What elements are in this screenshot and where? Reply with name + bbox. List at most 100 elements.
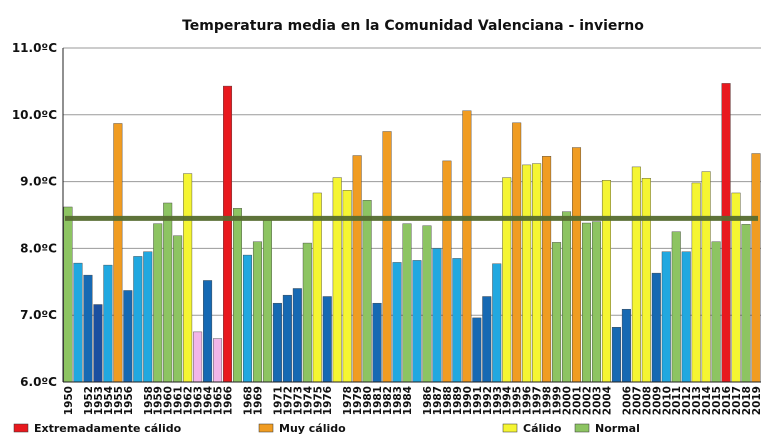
- legend-swatch: [502, 423, 518, 433]
- bars-layer: [63, 83, 761, 383]
- x-tick-label: 2012: [681, 386, 693, 415]
- x-tick-label: 1992: [482, 386, 494, 415]
- bar: [163, 202, 173, 383]
- legend-label: Extremadamente cálido: [34, 422, 182, 435]
- bar: [362, 200, 372, 383]
- x-tick-label: 1999: [552, 386, 564, 415]
- bar: [472, 317, 482, 383]
- x-tick-label: 1975: [312, 386, 324, 415]
- bar: [262, 220, 272, 383]
- x-tick-label: 1990: [462, 386, 474, 415]
- bar: [223, 85, 233, 383]
- x-tick-label: 1966: [223, 386, 235, 415]
- bar: [322, 296, 332, 383]
- x-tick-label: 1961: [173, 386, 185, 415]
- bar: [671, 231, 681, 383]
- bar: [651, 272, 661, 383]
- x-tick-label: 2000: [562, 386, 574, 415]
- bar: [512, 122, 522, 383]
- bar: [482, 296, 492, 383]
- bar: [183, 173, 193, 383]
- bar: [402, 223, 412, 383]
- legend-label: Normal: [595, 422, 640, 435]
- x-tick-label: 1995: [512, 386, 524, 415]
- x-tick-label: 1980: [362, 386, 374, 415]
- bar: [522, 164, 532, 383]
- bar: [63, 206, 73, 383]
- axis-layer: 6.0ºC 7.0ºC 8.0ºC 9.0ºC 10.0ºC 11.0ºC 1950 1952…: [12, 41, 763, 415]
- x-tick-label: 2018: [741, 386, 753, 415]
- legend-label: Muy cálido: [279, 422, 346, 435]
- y-tick-label: 8.0ºC: [20, 241, 57, 255]
- bar: [272, 302, 282, 383]
- legend: Extremadamente cálido Muy cálido Cálido Nor…: [13, 422, 640, 435]
- bar: [302, 242, 312, 383]
- bar: [751, 153, 761, 383]
- bar: [252, 241, 262, 383]
- x-tick-label: 1984: [402, 386, 414, 415]
- x-tick-label: 1976: [322, 386, 334, 415]
- x-tick-label: 2014: [701, 386, 713, 415]
- x-tick-label: 1954: [103, 386, 115, 415]
- x-tick-label: 1979: [352, 386, 364, 415]
- x-tick-label: 2009: [651, 386, 663, 415]
- y-tick-label: 9.0ºC: [20, 175, 57, 189]
- bar: [113, 123, 123, 383]
- x-tick-label: 1988: [442, 386, 454, 415]
- y-tick-label: 11.0ºC: [12, 41, 57, 55]
- bar: [352, 155, 362, 383]
- x-tick-label: 1971: [272, 386, 284, 415]
- y-tick-label: 10.0ºC: [12, 108, 57, 122]
- bar: [721, 83, 731, 383]
- x-tick-label: 1968: [242, 386, 254, 415]
- chart-title: Temperatura media en la Comunidad Valenc…: [182, 18, 644, 34]
- y-tick-label: 6.0ºC: [20, 375, 57, 389]
- bar: [711, 241, 721, 383]
- bar: [582, 222, 591, 383]
- x-tick-label: 1987: [432, 386, 444, 415]
- x-tick-label: 1983: [392, 386, 404, 415]
- bar: [282, 294, 292, 383]
- bar: [103, 264, 113, 383]
- bar: [372, 302, 382, 383]
- bar: [631, 166, 641, 383]
- x-tick-label: 2002: [582, 386, 594, 415]
- bar: [542, 156, 552, 383]
- x-tick-label: 1989: [452, 386, 464, 415]
- x-tick-label: 1981: [372, 386, 384, 415]
- bar: [621, 308, 631, 383]
- bar: [432, 248, 442, 383]
- bar: [193, 331, 203, 383]
- x-tick-label: 1982: [382, 386, 394, 415]
- x-tick-label: 2015: [711, 386, 723, 415]
- x-tick-label: 1953: [93, 386, 105, 415]
- bar: [452, 258, 462, 383]
- bar: [133, 256, 143, 383]
- legend-label: Cálido: [523, 422, 562, 435]
- x-tick-label: 1956: [123, 386, 135, 415]
- x-tick-label: 2006: [621, 386, 633, 415]
- x-tick-label: 1965: [213, 386, 225, 415]
- x-tick-label: 2010: [661, 386, 673, 415]
- bar: [641, 178, 651, 383]
- bar: [312, 192, 322, 383]
- x-tick-label: 2019: [751, 386, 763, 415]
- legend-swatch: [574, 423, 590, 433]
- x-tick-label: 1998: [542, 386, 554, 415]
- bar: [242, 254, 252, 383]
- x-tick-label: 1955: [113, 386, 125, 415]
- x-tick-label: 1996: [522, 386, 534, 415]
- bar: [681, 251, 691, 383]
- bar: [611, 327, 621, 383]
- x-tick-label: 2003: [591, 386, 603, 415]
- x-tick-label: 1991: [472, 386, 484, 415]
- x-tick-label: 2004: [601, 386, 613, 415]
- bar: [492, 263, 502, 383]
- bar: [203, 280, 213, 383]
- x-tick-label: 2017: [731, 386, 743, 415]
- bar: [691, 182, 701, 383]
- x-tick-label: 1959: [153, 386, 165, 415]
- x-tick-label: 2013: [691, 386, 703, 415]
- bar: [422, 225, 432, 383]
- bar: [552, 242, 562, 383]
